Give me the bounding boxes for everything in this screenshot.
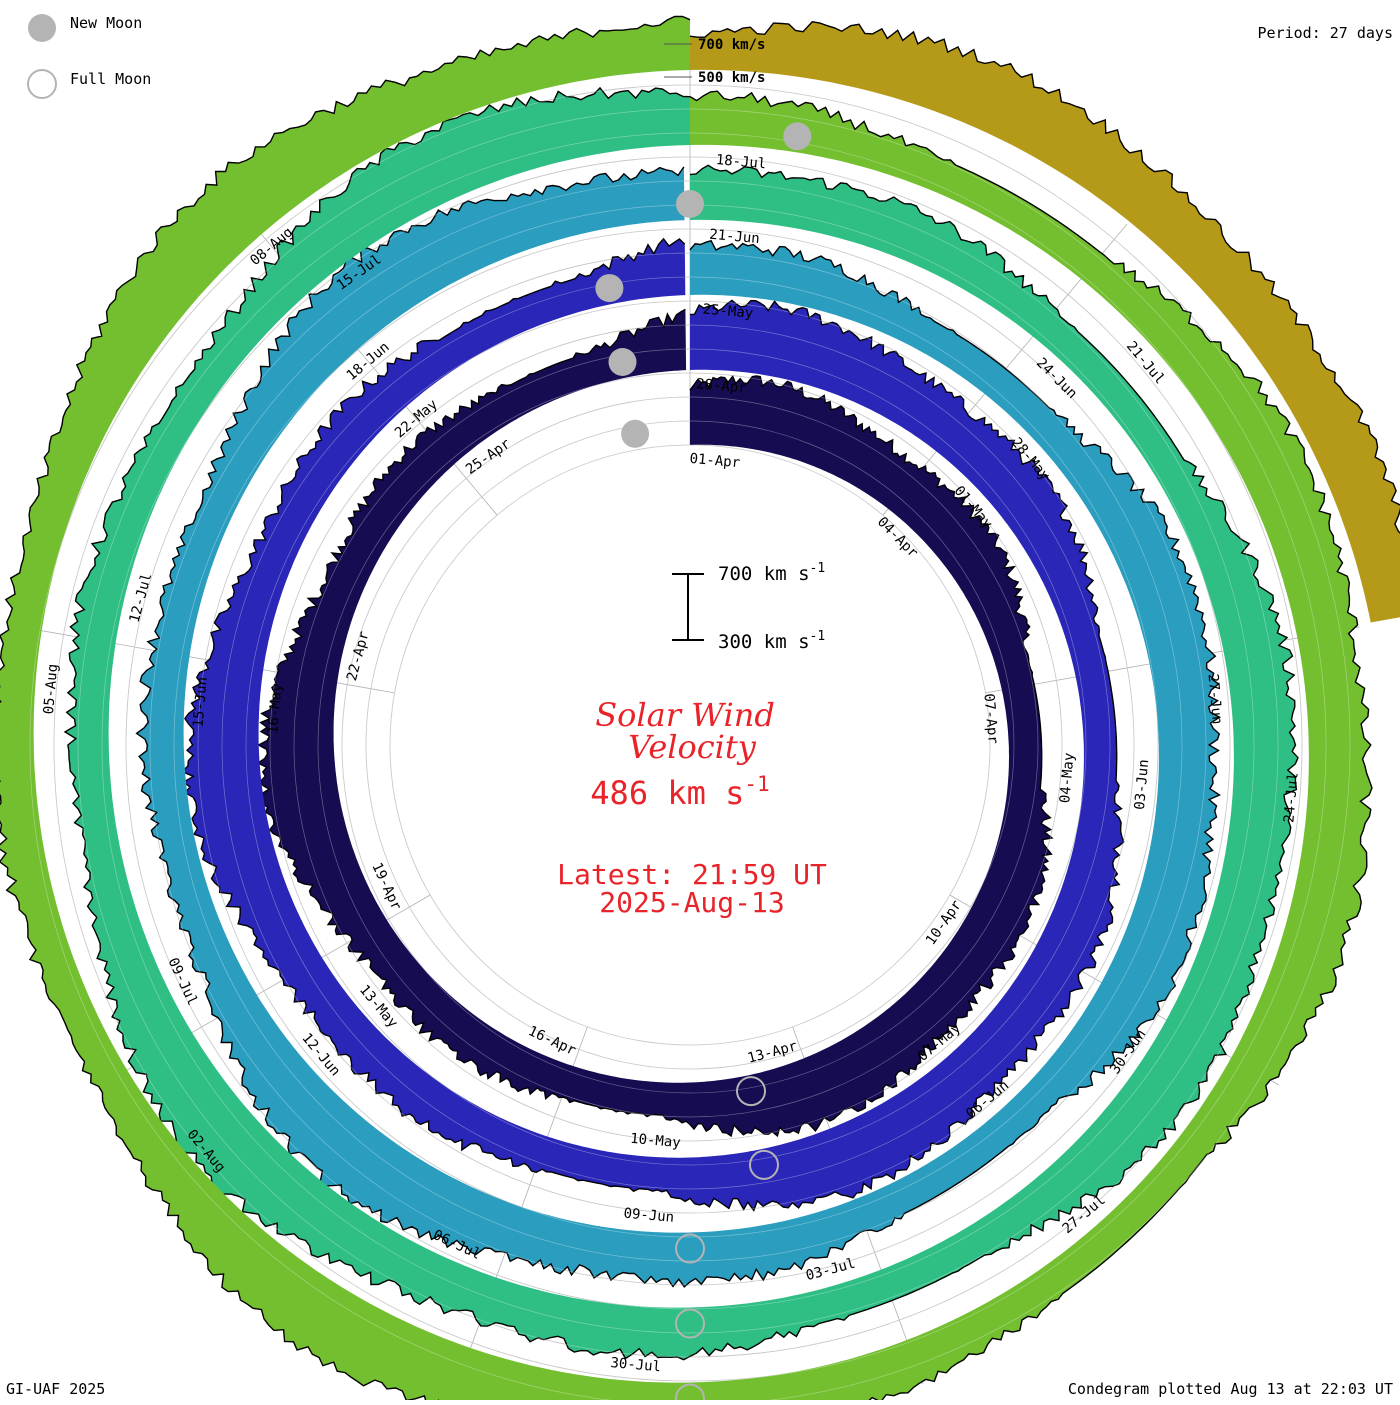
full-moon-marker [675, 1383, 705, 1405]
grid-overlay-circle [77, 132, 1303, 1358]
new-moon-marker [595, 274, 624, 303]
grid-overlay-circle [245, 300, 1135, 1190]
grid-overlay-circle [317, 372, 1063, 1118]
full-moon-legend-label: Full Moon [70, 70, 151, 88]
grid-overlay-circle [197, 252, 1183, 1238]
bands-layer [0, 15, 1400, 1405]
new-moon-marker [608, 348, 637, 376]
latest-date: 2025-Aug-13 [599, 886, 784, 919]
scale-high-label: 700 km s-1 [718, 561, 825, 585]
outer-scale-high-label: 700 km/s [698, 37, 765, 53]
speed-trace-rotation-3 [135, 166, 1221, 1288]
new-moon-marker [676, 190, 704, 218]
date-label: 09-Jun [623, 1206, 675, 1226]
date-label: 04-May [1057, 752, 1077, 804]
speed-trace-rotation-6 [689, 21, 1400, 534]
date-label: 16-May [265, 683, 285, 735]
new-moon-marker [783, 122, 812, 151]
full-moon-marker [749, 1149, 779, 1180]
speed-trace-rotation-1 [256, 308, 1054, 1138]
credit-label: GI-UAF 2025 [6, 1380, 105, 1398]
grid-overlay-circle [341, 396, 1039, 1094]
scale-low-label: 300 km s-1 [718, 629, 825, 653]
grid-overlay-circle [269, 324, 1111, 1166]
full-moon-marker [736, 1076, 766, 1107]
date-label: 07-Apr [980, 693, 1000, 745]
date-label: 15-Jun [190, 676, 210, 728]
date-label: 13-Apr [746, 1038, 799, 1067]
current-speed-readout: 486 km s-1 [590, 772, 769, 812]
chart-title-line1: Solar Wind [595, 696, 775, 734]
date-label: 03-Jun [1132, 759, 1152, 811]
latest-time: Latest: 21:59 UT [557, 858, 827, 891]
date-label: 21-Jun [709, 227, 761, 247]
date-label: 30-Jul [610, 1355, 662, 1375]
date-label: 05-Aug [41, 663, 61, 715]
new-moon-legend-icon [28, 14, 56, 42]
date-label: 10-May [630, 1131, 682, 1151]
date-label: 24-Jul [1281, 772, 1301, 824]
date-label: 25-May [702, 301, 754, 321]
speed-trace-rotation-4 [63, 86, 1299, 1361]
moon-markers-layer [595, 122, 812, 1405]
full-moon-marker [675, 1308, 705, 1339]
grid-overlay-circle [389, 444, 991, 1046]
new-moon-marker [621, 419, 650, 448]
grid-overlay-circle [53, 108, 1327, 1382]
date-label: 22-Apr [344, 630, 373, 683]
grid-overlay-circle [29, 84, 1351, 1405]
full-moon-legend-icon [27, 69, 57, 99]
full-moon-marker [675, 1233, 705, 1264]
grid-overlay-circle [173, 228, 1207, 1262]
speed-trace-rotation-5 [0, 15, 1373, 1405]
new-moon-legend-label: New Moon [70, 14, 142, 32]
date-label: 12-Jul [127, 571, 156, 624]
date-label: 03-Jul [804, 1256, 857, 1285]
date-label: 28-Apr [696, 376, 748, 396]
period-label: Period: 27 days [1258, 24, 1393, 42]
grid-overlay-circle [293, 348, 1087, 1142]
grid-overlay-circle [221, 276, 1159, 1214]
chart-title-line2: Velocity [628, 728, 757, 766]
date-label: 27-Jun [1205, 673, 1225, 725]
date-label: 18-Jul [715, 152, 767, 172]
speed-trace-rotation-2 [180, 237, 1125, 1212]
date-label: 01-Apr [689, 451, 741, 471]
grid-overlay-circle [101, 156, 1279, 1334]
speed-band-rotation-6 [690, 21, 1400, 623]
outer-scale-low-label: 500 km/s [698, 70, 765, 86]
plotted-label: Condegram plotted Aug 13 at 22:03 UT [1068, 1380, 1393, 1398]
grid-overlay-circle [365, 420, 1015, 1070]
